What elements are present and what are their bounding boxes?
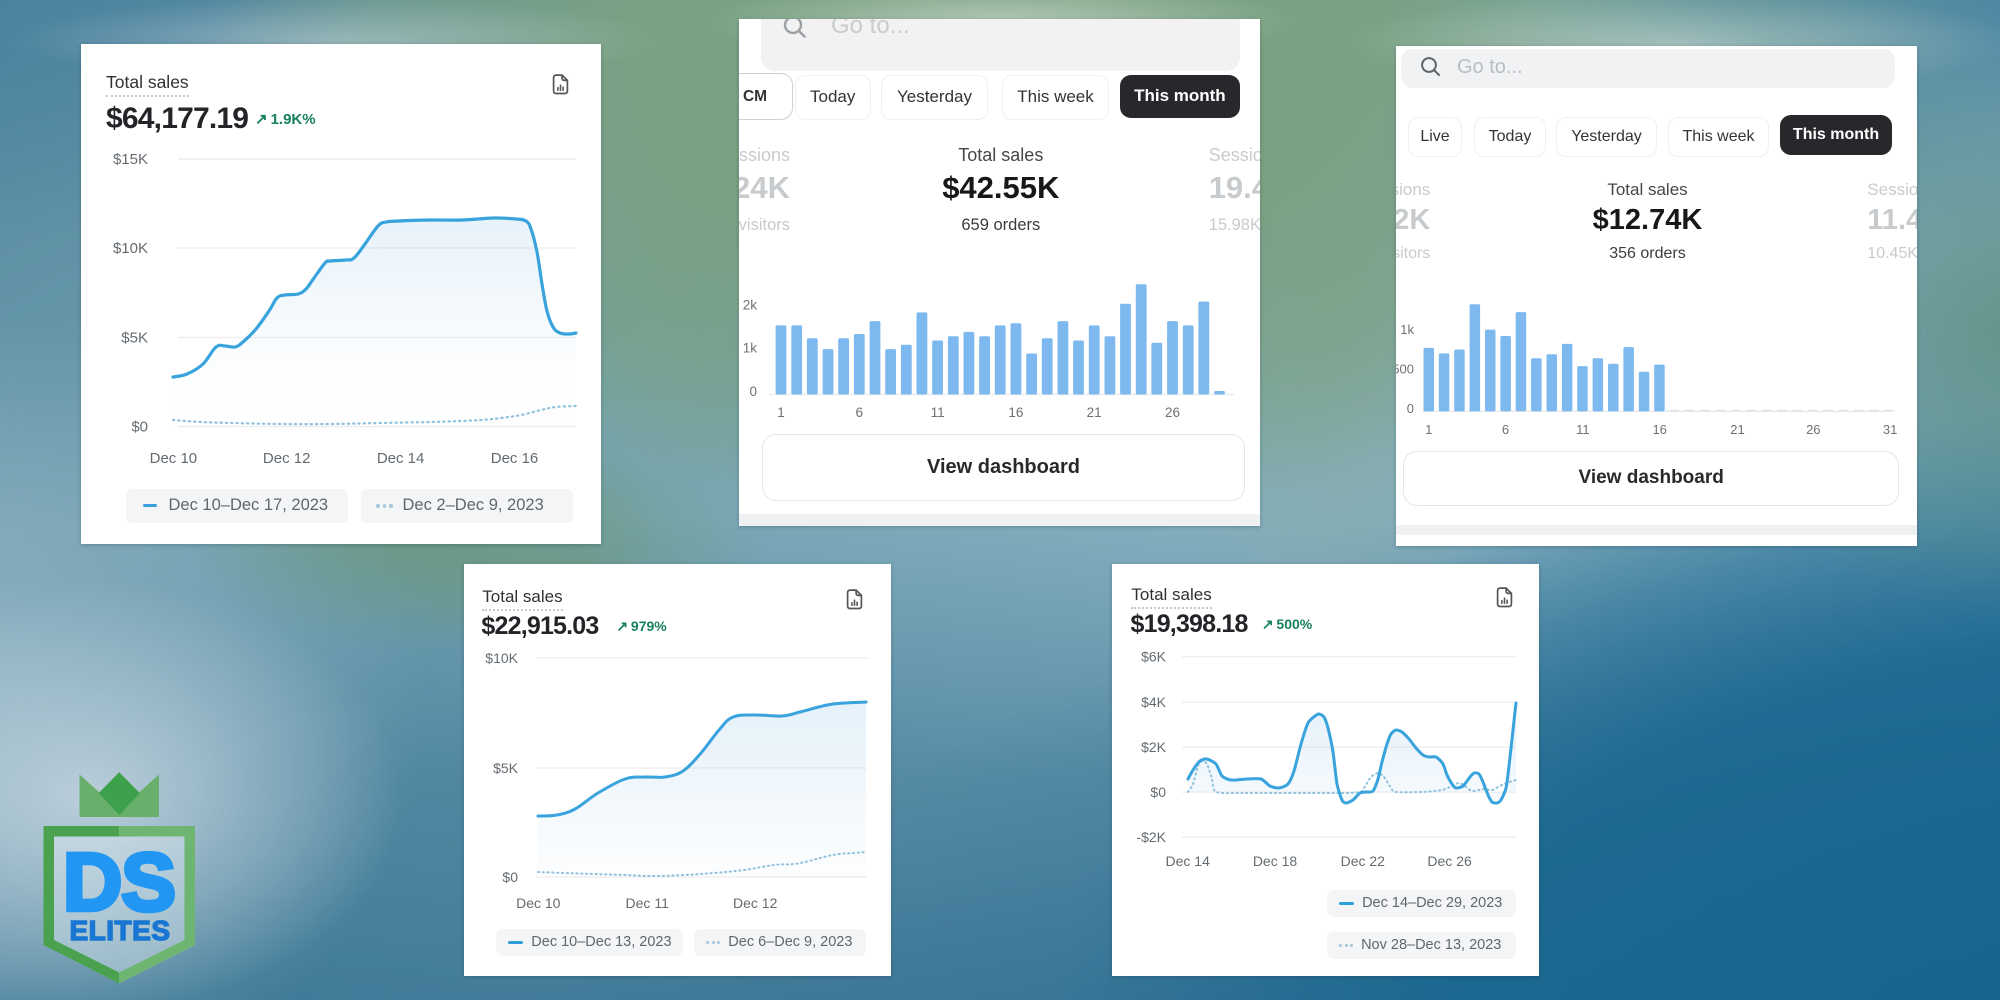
- svg-text:0: 0: [749, 384, 757, 399]
- svg-text:11: 11: [1576, 422, 1590, 437]
- svg-text:$10K: $10K: [485, 650, 518, 666]
- svg-text:$5K: $5K: [493, 760, 519, 776]
- svg-text:0: 0: [1407, 401, 1414, 416]
- svg-text:16: 16: [1008, 405, 1023, 420]
- svg-text:Dec 22: Dec 22: [1341, 853, 1386, 869]
- svg-text:$0: $0: [131, 419, 148, 436]
- svg-text:26: 26: [1806, 422, 1820, 437]
- svg-text:Dec 16: Dec 16: [491, 450, 539, 467]
- svg-text:Dec 14: Dec 14: [1166, 853, 1211, 869]
- svg-text:6: 6: [856, 405, 864, 420]
- svg-text:11: 11: [931, 405, 945, 420]
- svg-text:$0: $0: [502, 869, 518, 885]
- svg-text:Dec 12: Dec 12: [733, 895, 778, 911]
- svg-text:1: 1: [1425, 422, 1432, 437]
- svg-text:$6K: $6K: [1141, 649, 1167, 665]
- svg-text:16: 16: [1652, 422, 1666, 437]
- svg-text:1k: 1k: [1400, 322, 1414, 337]
- svg-text:ELITES: ELITES: [69, 915, 170, 946]
- svg-text:$15K: $15K: [113, 151, 148, 168]
- svg-text:1: 1: [777, 405, 785, 420]
- svg-text:Dec 26: Dec 26: [1428, 853, 1473, 869]
- svg-text:$0: $0: [1151, 784, 1167, 800]
- svg-text:21: 21: [1730, 422, 1744, 437]
- svg-text:-$2K: -$2K: [1137, 829, 1167, 845]
- svg-text:$10K: $10K: [113, 240, 148, 257]
- svg-text:Dec 12: Dec 12: [263, 450, 311, 467]
- svg-text:21: 21: [1087, 405, 1102, 420]
- svg-text:Dec 10: Dec 10: [516, 895, 561, 911]
- svg-text:6: 6: [1502, 422, 1509, 437]
- svg-text:$2K: $2K: [1141, 739, 1167, 755]
- svg-text:500: 500: [1396, 362, 1414, 377]
- svg-text:Dec 11: Dec 11: [625, 895, 669, 911]
- svg-text:Dec 18: Dec 18: [1253, 853, 1298, 869]
- svg-text:2k: 2k: [743, 298, 758, 313]
- svg-text:31: 31: [1883, 422, 1897, 437]
- svg-text:DS: DS: [63, 837, 175, 928]
- svg-text:Dec 10: Dec 10: [150, 450, 198, 467]
- svg-text:1k: 1k: [743, 341, 758, 356]
- svg-text:$4K: $4K: [1141, 694, 1167, 710]
- svg-text:Dec 14: Dec 14: [377, 450, 425, 467]
- svg-text:26: 26: [1165, 405, 1180, 420]
- svg-text:$5K: $5K: [121, 330, 148, 347]
